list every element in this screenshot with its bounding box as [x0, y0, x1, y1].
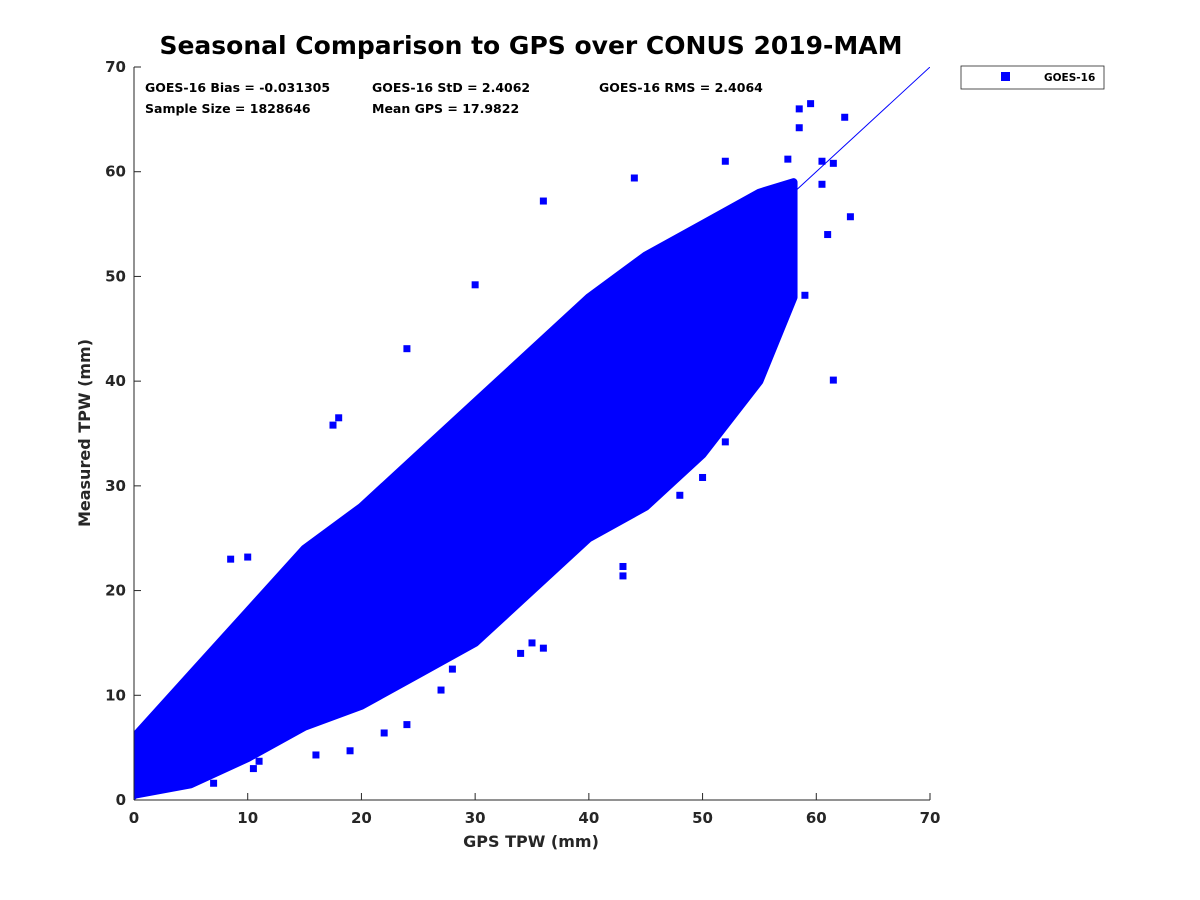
y-tick-label: 40: [105, 372, 126, 390]
scatter-point: [795, 105, 803, 113]
one-to-one-line: [134, 67, 930, 800]
scatter-point: [846, 213, 854, 221]
scatter-point: [630, 174, 638, 182]
scatter-point: [841, 113, 849, 121]
y-tick-label: 0: [116, 791, 126, 809]
y-axis-label: Measured TPW (mm): [75, 339, 94, 527]
x-axis-label: GPS TPW (mm): [463, 832, 599, 851]
scatter-point: [539, 197, 547, 205]
scatter-point: [795, 124, 803, 132]
sample-size-annotation: Sample Size = 1828646: [145, 101, 311, 116]
scatter-point: [619, 572, 627, 580]
scatter-point: [619, 562, 627, 570]
scatter-point: [403, 345, 411, 353]
legend-marker-square-icon: [1001, 72, 1010, 81]
scatter-point: [721, 438, 729, 446]
scatter-point: [255, 757, 263, 765]
scatter-point: [249, 765, 257, 773]
scatter-point: [784, 155, 792, 163]
data-layer: [134, 67, 930, 800]
x-tick-label: 60: [806, 809, 827, 827]
scatter-point: [539, 644, 547, 652]
scatter-point: [721, 409, 729, 417]
std-annotation: GOES-16 StD = 2.4062: [372, 80, 530, 95]
y-tick-label: 60: [105, 163, 126, 181]
scatter-point: [210, 779, 218, 787]
y-tick-label: 70: [105, 58, 126, 76]
data-cloud: [134, 178, 798, 799]
scatter-point: [676, 491, 684, 499]
x-tick-label: 10: [237, 809, 258, 827]
scatter-point: [824, 231, 832, 239]
scatter-point: [335, 414, 343, 422]
scatter-point: [403, 721, 411, 729]
y-tick-label: 10: [105, 686, 126, 704]
x-tick-label: 40: [578, 809, 599, 827]
y-tick-label: 20: [105, 582, 126, 600]
scatter-point: [818, 157, 826, 165]
legend[interactable]: GOES-16: [960, 65, 1105, 90]
scatter-point: [380, 729, 388, 737]
y-tick-label: 50: [105, 267, 126, 285]
scatter-point: [801, 291, 809, 299]
scatter-point: [346, 747, 354, 755]
legend-box: [960, 65, 1105, 90]
scatter-point: [829, 376, 837, 384]
y-axis-ticks: 0 10 20 30 40 50 60 70: [105, 58, 141, 809]
scatter-point: [329, 421, 337, 429]
scatter-point: [829, 159, 837, 167]
chart-title: Seasonal Comparison to GPS over CONUS 20…: [159, 31, 902, 60]
x-tick-label: 70: [920, 809, 941, 827]
scatter-point: [517, 649, 525, 657]
scatter-point: [807, 100, 815, 108]
scatter-point: [818, 180, 826, 188]
scatter-point: [312, 751, 320, 759]
x-axis-ticks: 0 10 20 30 40 50 60 70: [129, 793, 941, 827]
scatter-point: [437, 686, 445, 694]
x-tick-label: 0: [129, 809, 139, 827]
scatter-point: [528, 639, 536, 647]
outlier-markers: [210, 100, 854, 787]
rms-annotation: GOES-16 RMS = 2.4064: [599, 80, 763, 95]
scatter-point: [471, 281, 479, 289]
scatter-point: [699, 473, 707, 481]
scatter-point: [227, 555, 235, 563]
y-tick-label: 30: [105, 477, 126, 495]
scatter-point: [721, 157, 729, 165]
legend-entry-goes16: GOES-16: [1044, 72, 1095, 84]
bias-annotation: GOES-16 Bias = -0.031305: [145, 80, 330, 95]
mean-gps-annotation: Mean GPS = 17.9822: [372, 101, 519, 116]
x-tick-label: 50: [692, 809, 713, 827]
x-tick-label: 20: [351, 809, 372, 827]
scatter-point: [448, 665, 456, 673]
x-tick-label: 30: [465, 809, 486, 827]
scatter-point: [244, 553, 252, 561]
